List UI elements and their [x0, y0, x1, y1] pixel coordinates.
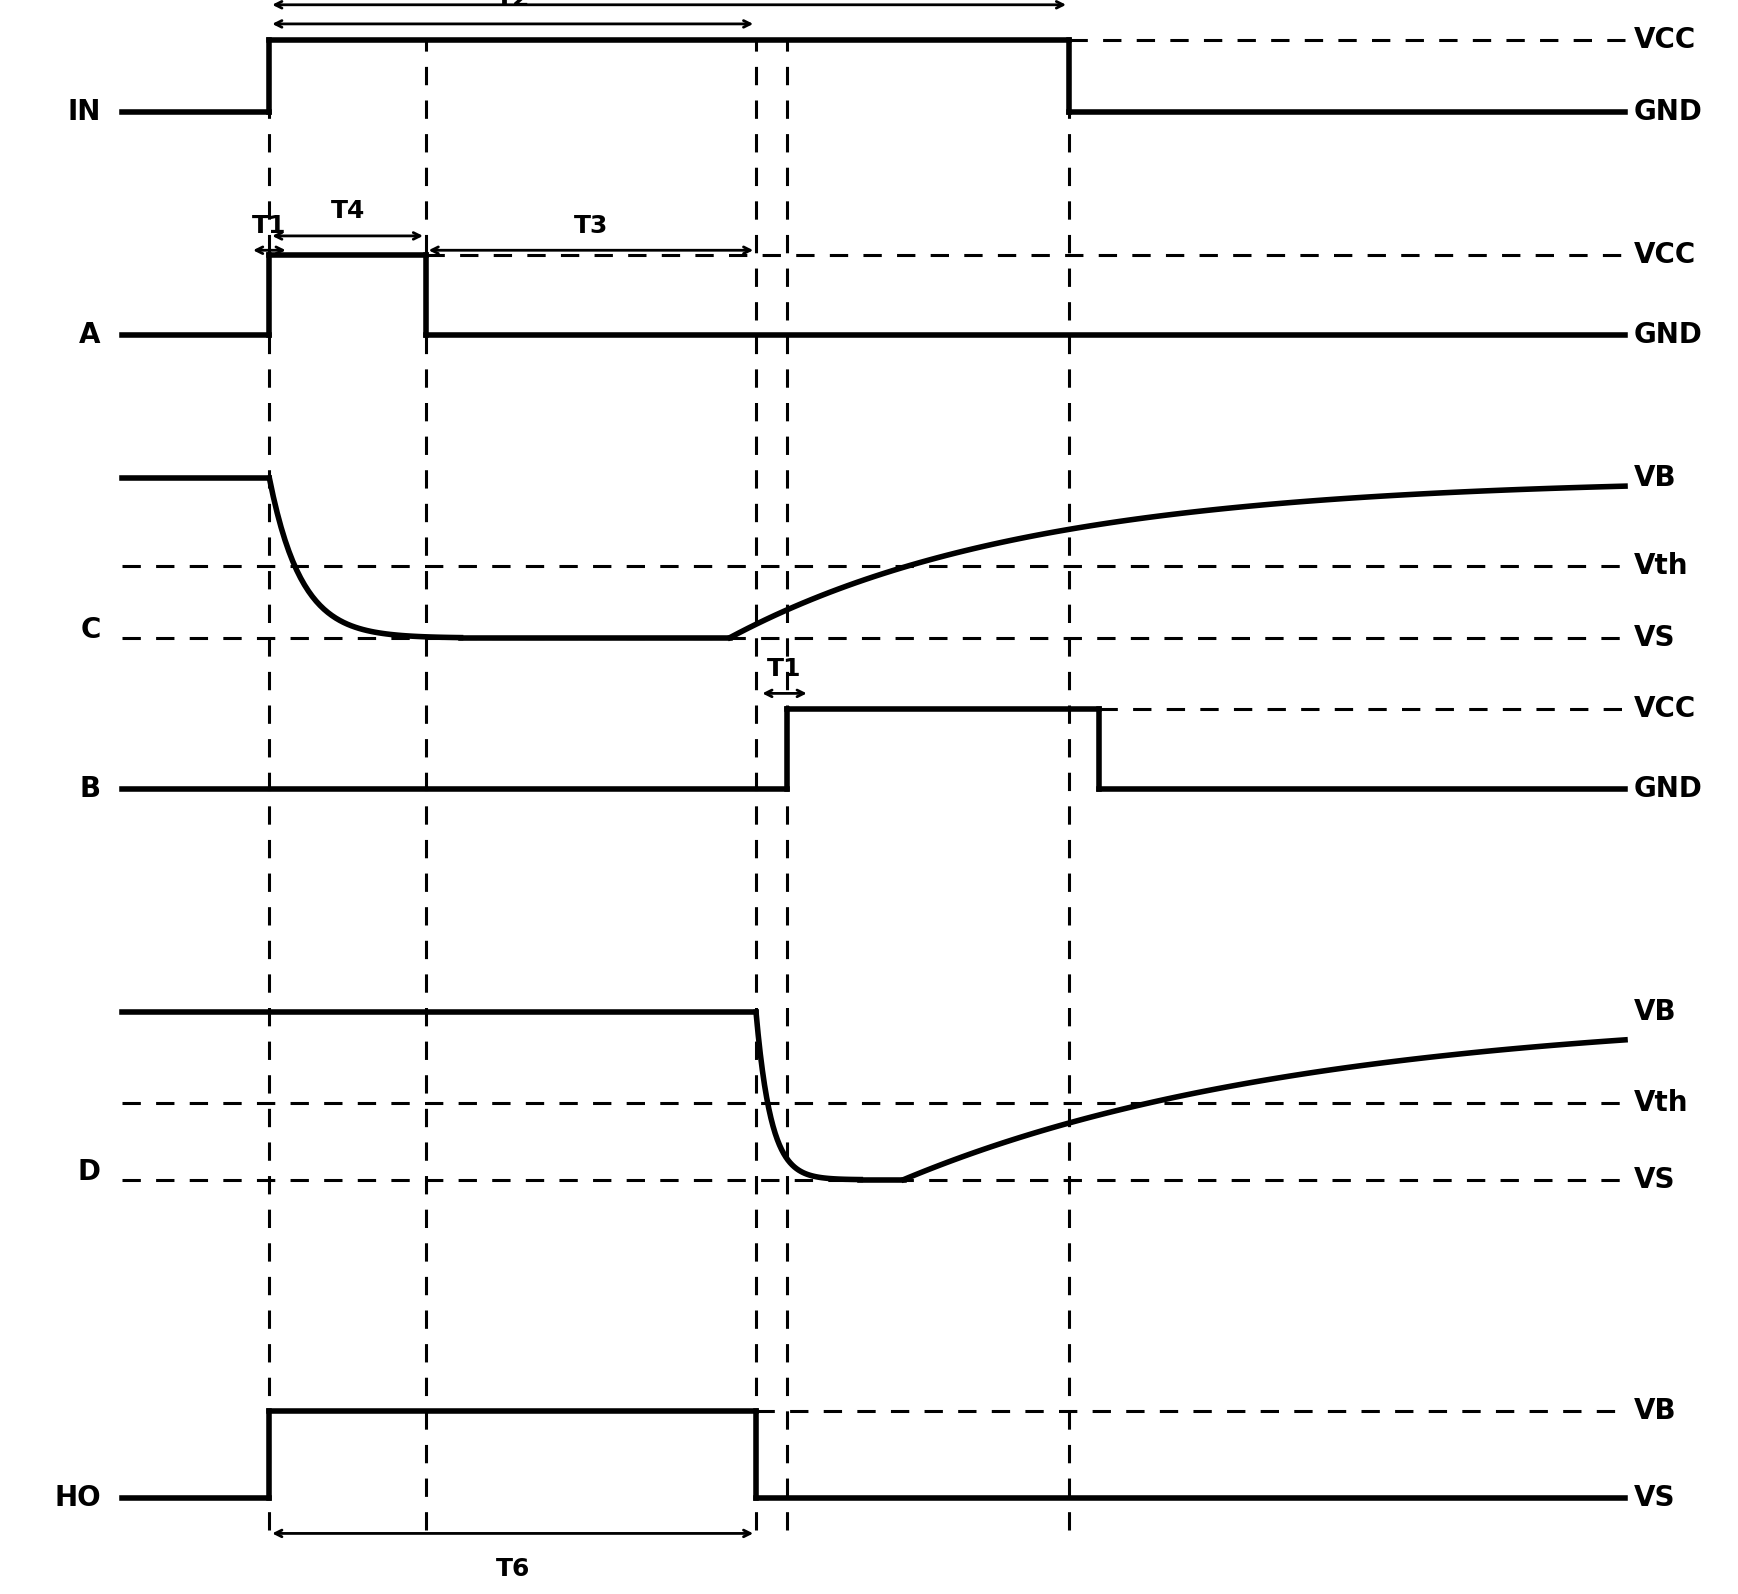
Text: Vth: Vth	[1634, 1089, 1688, 1117]
Text: VB: VB	[1634, 1396, 1677, 1425]
Text: VB: VB	[1634, 464, 1677, 493]
Text: C: C	[80, 615, 101, 644]
Text: A: A	[80, 320, 101, 349]
Text: VCC: VCC	[1634, 695, 1696, 724]
Text: IN: IN	[68, 97, 101, 126]
Text: GND: GND	[1634, 320, 1703, 349]
Text: Vth: Vth	[1634, 552, 1688, 580]
Text: VCC: VCC	[1634, 26, 1696, 54]
Text: B: B	[80, 775, 101, 803]
Text: GND: GND	[1634, 775, 1703, 803]
Text: VS: VS	[1634, 623, 1675, 652]
Text: T3: T3	[574, 214, 608, 238]
Text: T1: T1	[766, 657, 801, 681]
Text: VB: VB	[1634, 998, 1677, 1027]
Text: VS: VS	[1634, 1165, 1675, 1194]
Text: T1: T1	[252, 214, 287, 238]
Text: VCC: VCC	[1634, 241, 1696, 269]
Text: T6: T6	[495, 1557, 530, 1581]
Text: T2: T2	[495, 0, 530, 11]
Text: VS: VS	[1634, 1484, 1675, 1513]
Text: T4: T4	[330, 199, 365, 223]
Text: HO: HO	[54, 1484, 101, 1513]
Text: D: D	[78, 1157, 101, 1186]
Text: GND: GND	[1634, 97, 1703, 126]
